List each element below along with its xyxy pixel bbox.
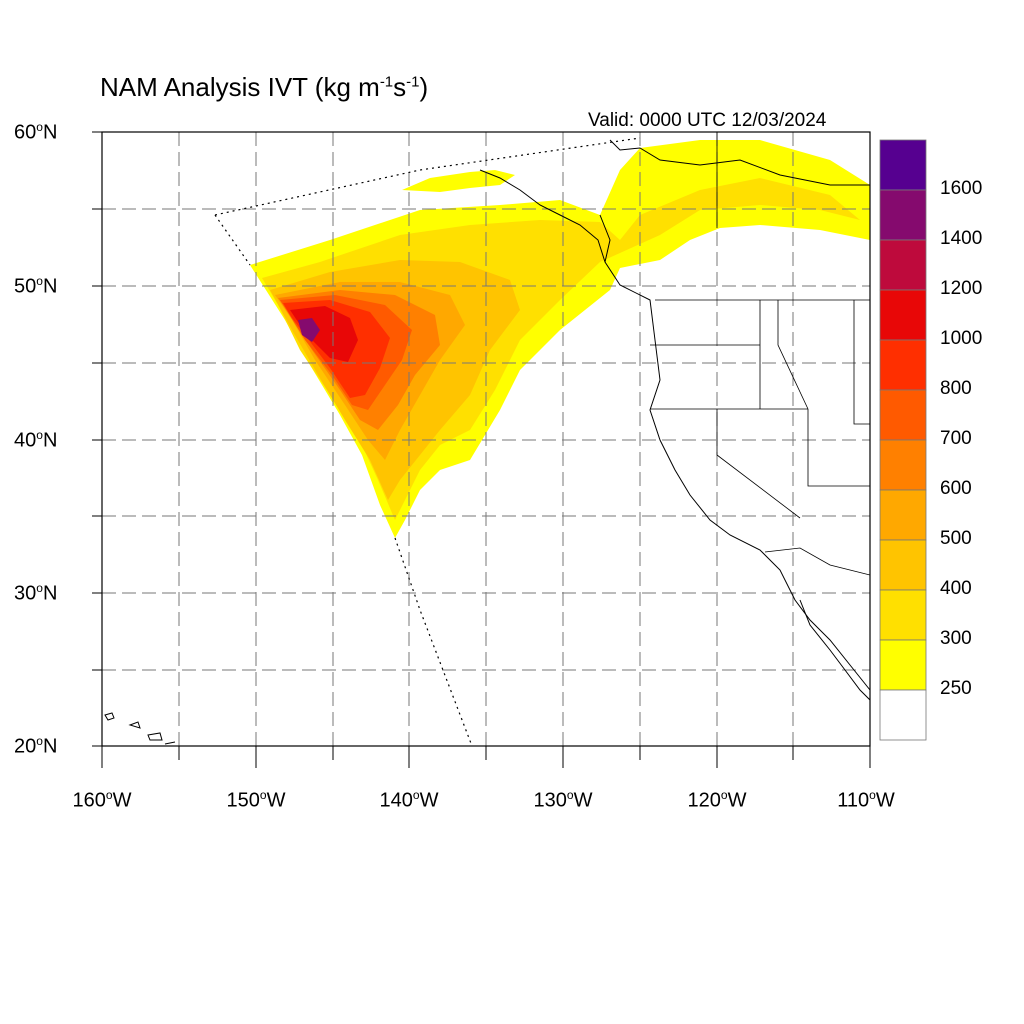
- colorbar-label: 500: [940, 528, 972, 549]
- colorbar-label: 400: [940, 578, 972, 599]
- us-mexico-border: [764, 547, 870, 576]
- baja-peninsula: [799, 599, 870, 701]
- lat-label-40: 40oN: [14, 428, 58, 452]
- colorbar-label: 1200: [940, 278, 983, 299]
- lon-label-120: 120oW: [687, 788, 747, 812]
- colorbar-swatch: [879, 589, 927, 641]
- colorbar-swatch: [879, 489, 927, 541]
- political-borders: [650, 132, 870, 576]
- lat-label-20: 20oN: [14, 734, 58, 758]
- graticule: [102, 132, 870, 746]
- colorbar-swatch: [879, 639, 927, 691]
- ivt-band-alaska-yellow: [402, 170, 515, 192]
- model-domain-boundary: [214, 137, 641, 746]
- colorbar-swatch: [879, 389, 927, 441]
- colorbar: [879, 139, 927, 741]
- colorbar-label: 1600: [940, 178, 983, 199]
- colorbar-label: 600: [940, 478, 972, 499]
- lat-label-50: 50oN: [14, 274, 58, 298]
- ivt-region-1400: [298, 318, 320, 342]
- colorbar-label: 300: [940, 628, 972, 649]
- map-title: NAM Analysis IVT (kg m-1s-1): [100, 72, 429, 102]
- colorbar-swatch: [879, 239, 927, 291]
- coastlines: [104, 139, 870, 745]
- colorbar-swatch: [879, 139, 927, 191]
- ivt-field: [250, 140, 870, 538]
- north-america-coast: [599, 139, 870, 691]
- lon-label-110: 110oW: [837, 788, 895, 812]
- lon-label-140: 140oW: [379, 788, 439, 812]
- colorbar-label: 700: [940, 428, 972, 449]
- colorbar-label: 800: [940, 378, 972, 399]
- colorbar-label: 1000: [940, 328, 983, 349]
- lon-label-160: 160oW: [72, 788, 132, 812]
- lat-label-60: 60oN: [14, 120, 58, 144]
- lon-label-130: 130oW: [533, 788, 593, 812]
- colorbar-swatch: [879, 339, 927, 391]
- colorbar-label: 1400: [940, 228, 983, 249]
- colorbar-swatch: [879, 439, 927, 491]
- island-hawaii: [104, 712, 176, 745]
- lat-label-30: 30oN: [14, 581, 58, 605]
- colorbar-label: 250: [940, 678, 972, 699]
- valid-time: Valid: 0000 UTC 12/03/2024: [588, 110, 827, 131]
- alaska-coast: [479, 169, 606, 263]
- axis-ticks: [92, 131, 871, 768]
- colorbar-swatch: [879, 189, 927, 241]
- lon-label-150: 150oW: [226, 788, 286, 812]
- colorbar-swatch: [879, 289, 927, 341]
- colorbar-swatch: [879, 689, 927, 741]
- state-borders: [650, 300, 870, 519]
- colorbar-swatch: [879, 539, 927, 591]
